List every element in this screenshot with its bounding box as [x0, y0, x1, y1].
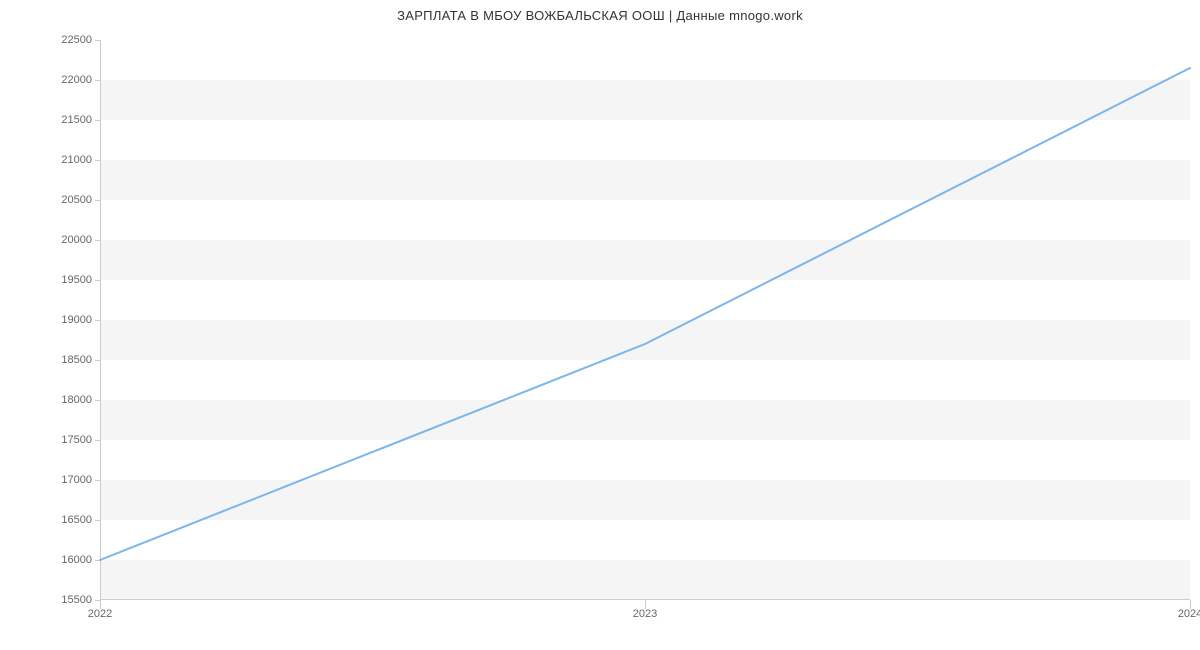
x-axis-tick-mark — [645, 600, 646, 609]
series-line — [100, 40, 1190, 600]
x-axis-tick-mark — [100, 600, 101, 609]
salary-chart: ЗАРПЛАТА В МБОУ ВОЖБАЛЬСКАЯ ООШ | Данные… — [0, 0, 1200, 650]
chart-title: ЗАРПЛАТА В МБОУ ВОЖБАЛЬСКАЯ ООШ | Данные… — [0, 0, 1200, 23]
x-axis-tick-label: 2024 — [1178, 600, 1200, 620]
plot-area: 1550016000165001700017500180001850019000… — [100, 40, 1190, 600]
x-axis-tick-mark — [1190, 600, 1191, 609]
